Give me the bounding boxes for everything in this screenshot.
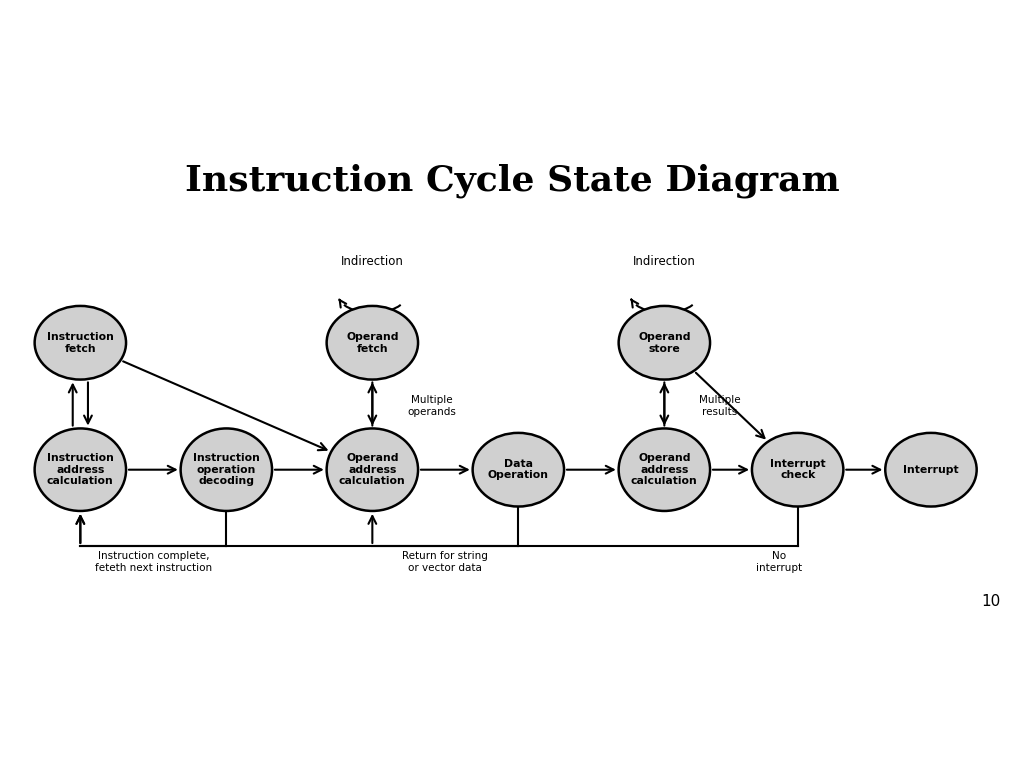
Ellipse shape — [473, 433, 564, 507]
Text: Indirection: Indirection — [341, 256, 403, 269]
Ellipse shape — [35, 306, 126, 379]
Text: No
interrupt: No interrupt — [756, 551, 802, 573]
Ellipse shape — [180, 429, 272, 511]
Text: Instruction complete,
feteth next instruction: Instruction complete, feteth next instru… — [95, 551, 212, 573]
Text: Instruction Cycle State Diagram: Instruction Cycle State Diagram — [184, 164, 840, 198]
Ellipse shape — [35, 429, 126, 511]
Text: Indirection: Indirection — [633, 256, 695, 269]
Ellipse shape — [752, 433, 844, 507]
Text: Return for string
or vector data: Return for string or vector data — [402, 551, 488, 573]
Ellipse shape — [327, 306, 418, 379]
Text: Operand
address
calculation: Operand address calculation — [631, 453, 697, 486]
Ellipse shape — [886, 433, 977, 507]
Text: Instruction
operation
decoding: Instruction operation decoding — [193, 453, 260, 486]
Text: Operand
address
calculation: Operand address calculation — [339, 453, 406, 486]
Ellipse shape — [327, 429, 418, 511]
Text: Instruction
address
calculation: Instruction address calculation — [47, 453, 114, 486]
Text: Operand
fetch: Operand fetch — [346, 332, 398, 353]
Ellipse shape — [618, 306, 710, 379]
Text: Interrupt
check: Interrupt check — [770, 459, 825, 481]
Text: Multiple
results: Multiple results — [699, 396, 741, 417]
Text: Multiple
operands: Multiple operands — [408, 396, 456, 417]
Text: Operand
store: Operand store — [638, 332, 690, 353]
Text: Data
Operation: Data Operation — [487, 459, 549, 481]
Ellipse shape — [618, 429, 710, 511]
Text: Interrupt: Interrupt — [903, 465, 958, 475]
Text: 10: 10 — [982, 594, 1000, 609]
Text: Instruction
fetch: Instruction fetch — [47, 332, 114, 353]
